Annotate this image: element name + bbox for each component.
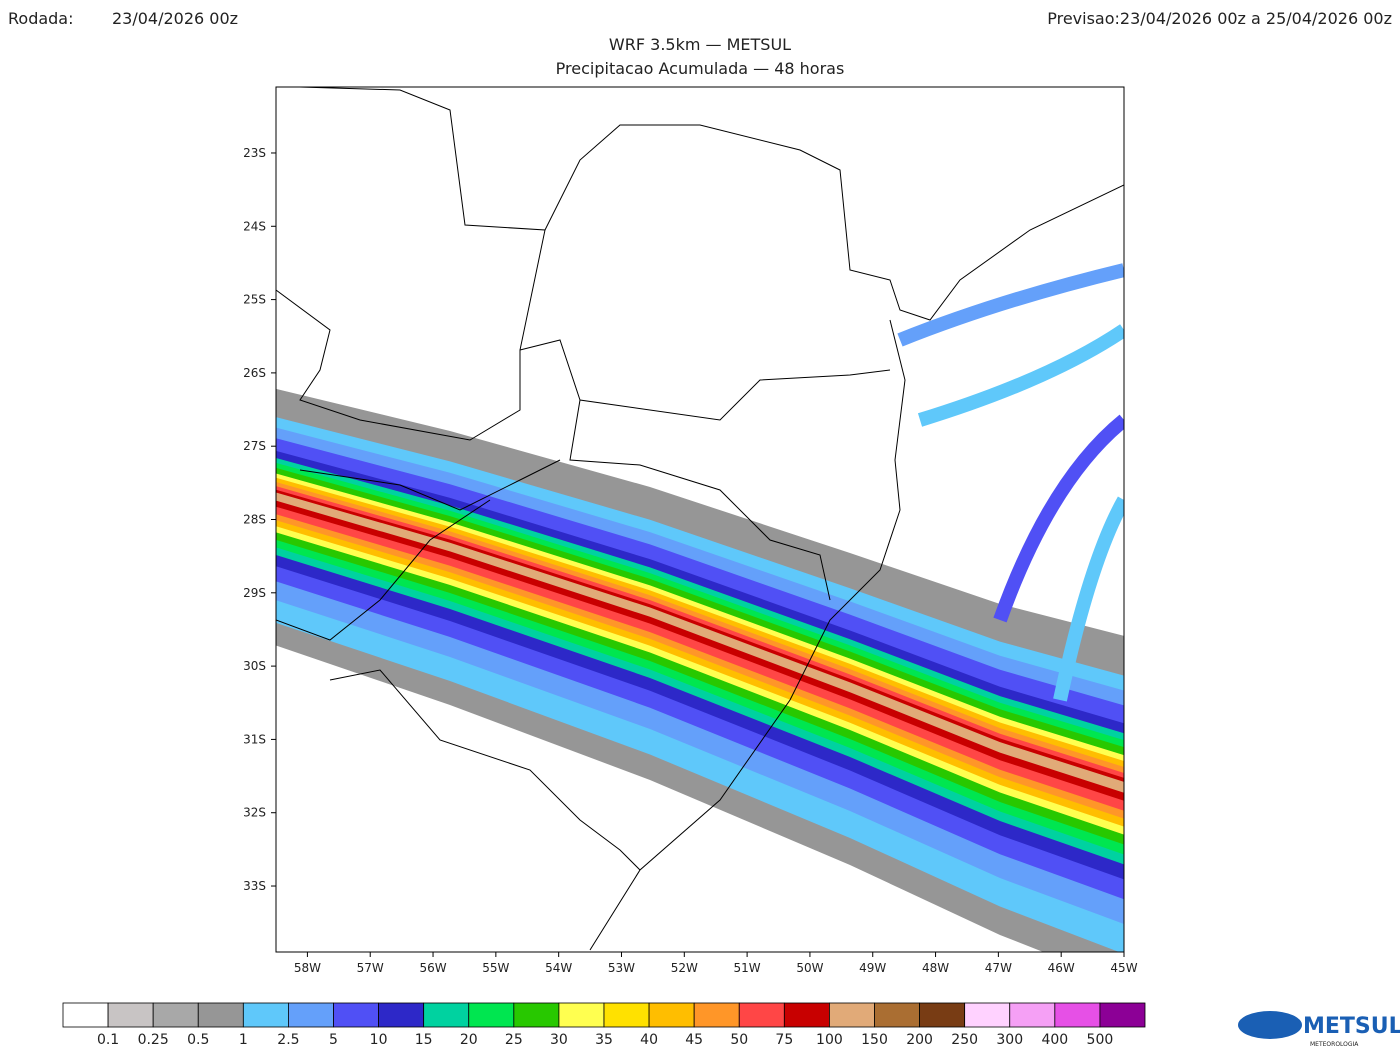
subtitle: Precipitacao Acumulada — 48 horas: [556, 59, 845, 78]
lon-label: 50W: [796, 961, 823, 975]
legend-swatch: [1054, 1002, 1101, 1028]
lon-label: 53W: [608, 961, 635, 975]
legend-swatch: [468, 1002, 515, 1028]
legend-label: 400: [1041, 1032, 1068, 1048]
legend-label: 2.5: [277, 1032, 299, 1048]
legend-label: 75: [775, 1032, 793, 1048]
rain-streak: [897, 263, 1124, 347]
legend-label: 0.1: [97, 1032, 119, 1048]
borders: [276, 87, 1124, 951]
border-sc-rs: [569, 399, 831, 601]
legend-swatch: [1009, 1002, 1056, 1028]
coastline: [589, 319, 906, 951]
legend-swatch: [107, 1002, 154, 1028]
legend-swatch: [62, 1002, 109, 1028]
rain-streak: [993, 414, 1124, 623]
lon-label: 55W: [482, 961, 509, 975]
logo: METSUL METEOROLOGIA: [1238, 1011, 1400, 1048]
precip-band: [276, 489, 1124, 801]
logo-tagline: METEOROLOGIA: [1310, 1041, 1359, 1048]
legend-swatch: [693, 1002, 740, 1028]
legend-swatch: [648, 1002, 695, 1028]
legend-label: 150: [861, 1032, 888, 1048]
legend-swatch: [783, 1002, 830, 1028]
legend-swatch: [152, 1002, 199, 1028]
lon-label: 57W: [357, 961, 384, 975]
legend-swatch: [1099, 1002, 1146, 1028]
legend-label: 1: [239, 1032, 248, 1048]
rain-streak: [1053, 496, 1124, 702]
border-argentina: [299, 459, 561, 511]
border-pr-sc: [519, 339, 891, 421]
lat-label: 29S: [243, 586, 266, 600]
legend-label: 40: [640, 1032, 658, 1048]
run-date: 23/04/2026 00z: [112, 9, 238, 28]
legend-label: 10: [370, 1032, 388, 1048]
legend-label: 20: [460, 1032, 478, 1048]
legend-label: 250: [951, 1032, 978, 1048]
lon-label: 58W: [294, 961, 321, 975]
lat-label: 27S: [243, 439, 266, 453]
legend-swatch: [964, 1002, 1011, 1028]
lon-label: 45W: [1110, 961, 1137, 975]
forecast-period: Previsao:23/04/2026 00z a 25/04/2026 00z: [1047, 9, 1392, 28]
legend-label: 0.5: [187, 1032, 209, 1048]
lat-label: 26S: [243, 366, 266, 380]
legend-label: 300: [996, 1032, 1023, 1048]
lon-label: 47W: [985, 961, 1012, 975]
legend-swatch: [513, 1002, 560, 1028]
rain-streak: [917, 324, 1124, 427]
lon-label: 48W: [922, 961, 949, 975]
legend-swatch: [874, 1002, 920, 1028]
legend-swatch: [333, 1002, 379, 1028]
logo-globe: [1238, 1011, 1302, 1039]
legend-label: 500: [1087, 1032, 1114, 1048]
border-uruguay: [329, 669, 641, 871]
lon-label: 54W: [545, 961, 572, 975]
legend-label: 25: [505, 1032, 523, 1048]
lat-label: 23S: [243, 146, 266, 160]
legend-label: 200: [906, 1032, 933, 1048]
legend-swatch: [242, 1002, 289, 1028]
legend-label: 0.25: [138, 1032, 169, 1048]
lat-label: 24S: [243, 219, 266, 233]
legend-label: 100: [816, 1032, 843, 1048]
logo-name: METSUL: [1303, 1014, 1400, 1039]
lon-label: 56W: [419, 961, 446, 975]
legend-swatch: [603, 1002, 650, 1028]
lat-label: 31S: [243, 732, 266, 746]
lat-label: 30S: [243, 659, 266, 673]
lon-label: 51W: [734, 961, 761, 975]
run-label: Rodada:: [8, 9, 74, 28]
legend-swatch: [197, 1002, 244, 1028]
border-uruguay-river: [276, 499, 491, 641]
legend-label: 15: [415, 1032, 433, 1048]
lon-label: 52W: [671, 961, 698, 975]
legend-swatch: [738, 1002, 785, 1028]
legend-swatch: [288, 1002, 334, 1028]
legend-label: 45: [685, 1032, 703, 1048]
border-sp: [544, 124, 1124, 321]
legend-label: 35: [595, 1032, 613, 1048]
lat-label: 32S: [243, 806, 266, 820]
legend-swatch: [558, 1002, 605, 1028]
lon-label: 46W: [1048, 961, 1075, 975]
lat-label: 33S: [243, 879, 266, 893]
border-paraguay: [276, 87, 546, 441]
precip-band: [276, 492, 1124, 793]
legend-label: 30: [550, 1032, 568, 1048]
lon-label: 49W: [859, 961, 886, 975]
lat-label: 25S: [243, 293, 266, 307]
legend-swatch: [829, 1002, 875, 1028]
legend-swatch: [423, 1002, 470, 1028]
precip-field: [276, 263, 1124, 952]
legend-swatch: [378, 1002, 425, 1028]
legend-label: 50: [730, 1032, 748, 1048]
lat-label: 28S: [243, 513, 266, 527]
legend-label: 5: [329, 1032, 338, 1048]
legend-swatch: [919, 1002, 966, 1028]
title: WRF 3.5km — METSUL: [609, 35, 791, 54]
